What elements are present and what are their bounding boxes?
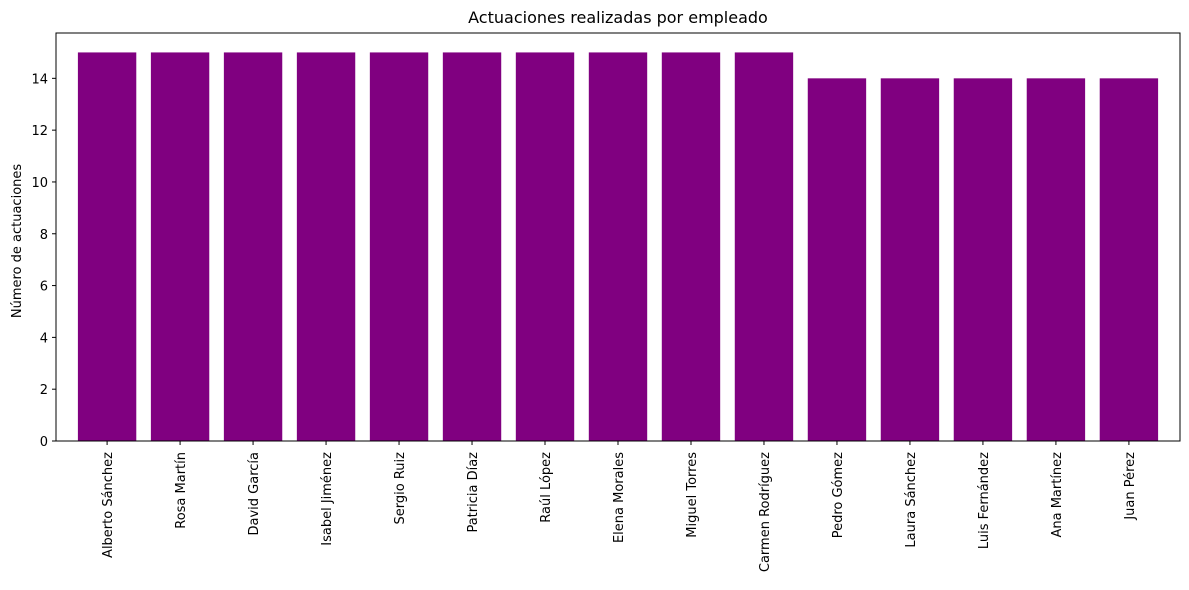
x-tick-label: Alberto Sánchez xyxy=(101,452,116,558)
x-tick-label: Pedro Gómez xyxy=(831,452,846,538)
bar xyxy=(442,52,502,442)
bar xyxy=(807,78,867,441)
bar xyxy=(734,52,794,442)
x-tick-label: Patricia Díaz xyxy=(466,452,481,533)
bar xyxy=(223,52,283,442)
y-tick-label: 12 xyxy=(31,124,48,139)
bar xyxy=(1099,78,1159,441)
chart-title: Actuaciones realizadas por empleado xyxy=(468,8,768,27)
bar xyxy=(77,52,137,442)
x-tick-label: Raúl López xyxy=(539,452,554,523)
x-tick-label: Sergio Ruiz xyxy=(393,452,408,525)
bar xyxy=(1026,78,1086,441)
x-tick-label: Laura Sánchez xyxy=(904,452,919,548)
y-tick-label: 4 xyxy=(40,331,48,346)
y-tick-label: 2 xyxy=(40,383,48,398)
x-tick-label: Elena Morales xyxy=(612,452,627,543)
x-tick-label: Carmen Rodríguez xyxy=(758,452,773,572)
y-tick-label: 6 xyxy=(40,280,48,295)
x-tick-label: David García xyxy=(247,452,262,536)
y-tick-label: 0 xyxy=(40,435,48,450)
bar xyxy=(588,52,648,442)
y-tick-label: 14 xyxy=(31,72,48,87)
y-tick-label: 8 xyxy=(40,228,48,243)
x-tick-label: Rosa Martín xyxy=(174,452,189,529)
x-tick-label: Luis Fernández xyxy=(977,452,992,549)
x-tick-label: Miguel Torres xyxy=(685,452,700,538)
bar xyxy=(515,52,575,442)
bars-group xyxy=(77,52,1159,442)
y-tick-label: 10 xyxy=(31,176,48,191)
plot-frame xyxy=(55,32,1181,442)
y-axis-label: Número de actuaciones xyxy=(10,164,25,319)
x-axis: Alberto Sánchez Rosa Martín David García Is… xyxy=(101,441,1138,572)
bar xyxy=(953,78,1013,441)
x-tick-label: Ana Martínez xyxy=(1050,452,1065,538)
bar xyxy=(661,52,721,442)
bar xyxy=(150,52,210,442)
x-tick-label: Juan Pérez xyxy=(1123,452,1138,521)
bar xyxy=(369,52,429,442)
bar xyxy=(880,78,940,441)
x-tick-label: Isabel Jiménez xyxy=(320,452,335,546)
y-axis: 0 2 4 6 8 10 12 14 xyxy=(31,72,56,450)
bar xyxy=(296,52,356,442)
